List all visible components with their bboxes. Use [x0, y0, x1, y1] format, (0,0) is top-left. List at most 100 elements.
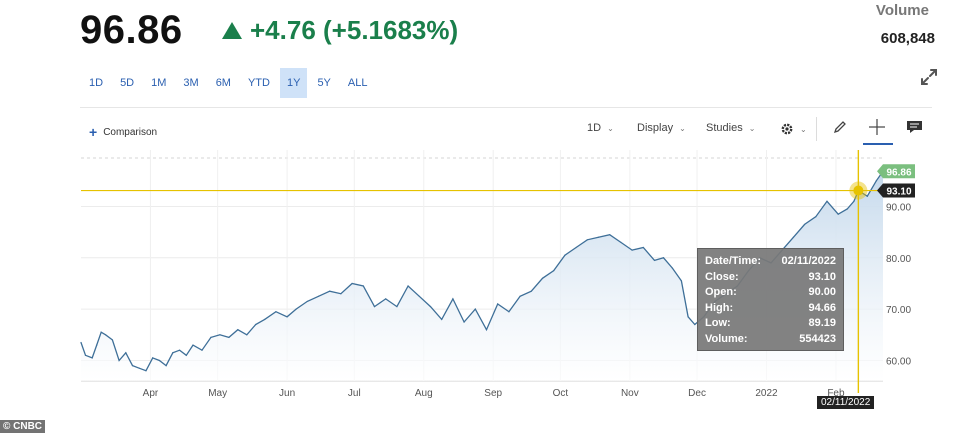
price-point: [317, 295, 320, 297]
price-point: [385, 298, 387, 300]
tooltip-row: Close: 93.10: [705, 270, 836, 286]
settings-button[interactable]: ⌄: [780, 122, 807, 136]
expand-icon[interactable]: [919, 67, 939, 92]
x-tick-label: Jul: [348, 388, 361, 399]
range-1y[interactable]: 1Y: [279, 68, 308, 98]
price-point: [846, 208, 848, 210]
chevron-down-icon: ⌄: [607, 123, 614, 133]
tooltip-row: Volume: 554423: [705, 332, 836, 348]
price-point: [631, 249, 633, 251]
toolbar-separator: [816, 117, 817, 141]
y-tick-label: 70.00: [886, 305, 911, 316]
tooltip-value: 02/11/2022: [781, 255, 836, 267]
price-point: [564, 254, 566, 256]
price-point: [671, 267, 674, 269]
price-point: [165, 365, 167, 367]
price-point: [597, 236, 600, 238]
range-6m[interactable]: 6M: [215, 77, 231, 89]
price-point: [441, 318, 443, 320]
x-tick-label: Sep: [484, 388, 502, 399]
price-point: [201, 349, 203, 351]
studies-dropdown[interactable]: Studies ⌄: [706, 122, 755, 134]
price-point: [530, 290, 532, 292]
price-point: [642, 246, 644, 249]
price-point: [837, 213, 839, 215]
range-5d[interactable]: 5D: [120, 77, 135, 89]
range-all[interactable]: ALL: [347, 77, 368, 89]
price-point: [138, 367, 140, 369]
price-point: [125, 352, 127, 354]
price-point: [145, 370, 147, 372]
price-point: [340, 293, 342, 295]
y-tick-label: 60.00: [886, 356, 911, 367]
price-point: [586, 239, 588, 241]
price-point: [575, 246, 577, 249]
x-tick-label: Jun: [279, 388, 295, 399]
price-point: [91, 357, 93, 359]
price-point: [351, 282, 353, 285]
price-point: [541, 277, 544, 279]
tooltip-value: 89.19: [808, 317, 836, 329]
crosshair-button[interactable]: [868, 118, 886, 136]
range-3m[interactable]: 3M: [183, 77, 199, 89]
price-point: [853, 200, 855, 202]
range-ytd[interactable]: YTD: [247, 77, 270, 89]
display-dropdown[interactable]: Display ⌄: [637, 122, 686, 134]
comparison-label: Comparison: [103, 126, 158, 138]
gear-icon: [781, 123, 793, 135]
tooltip-label: Close:: [705, 270, 739, 283]
price-point: [553, 270, 555, 272]
comment-button[interactable]: [906, 120, 923, 134]
range-1d[interactable]: 1D: [89, 77, 104, 89]
last-value-tag: [877, 164, 915, 179]
price-point: [228, 336, 230, 338]
source-watermark: © CNBC: [0, 420, 46, 433]
price-point: [246, 334, 248, 336]
price-point: [131, 365, 134, 367]
tooltip-label: Volume:: [705, 332, 748, 345]
price-point: [237, 329, 239, 331]
tooltip-label: Date/Time:: [705, 255, 762, 267]
volume-value: 608,848: [880, 30, 935, 47]
price-point: [219, 334, 221, 336]
price-point: [192, 344, 194, 346]
x-tick-label: Dec: [688, 388, 706, 399]
price-point: [255, 323, 257, 326]
cursor-date-tag: 02/11/2022: [817, 396, 875, 409]
price-point: [396, 305, 398, 308]
toolbar-divider: [80, 107, 932, 108]
crosshair-dot: [853, 185, 864, 196]
price-point: [264, 318, 266, 320]
y-tick-label: 80.00: [886, 254, 911, 265]
interval-dropdown[interactable]: 1D ⌄: [587, 122, 614, 134]
studies-label: Studies: [706, 122, 743, 134]
last-value-label: 96.86: [886, 167, 911, 178]
tooltip-label: Low:: [705, 317, 731, 329]
draw-button[interactable]: [832, 119, 848, 135]
range-1m[interactable]: 1M: [151, 77, 167, 89]
tooltip: Date/Time: 02/11/2022 Close: 93.10 Open: 90…: [697, 248, 844, 351]
price-point: [857, 189, 859, 192]
x-tick-label: Apr: [143, 388, 159, 399]
price-point: [362, 285, 364, 287]
range-selector: 1D 5D 1M 3M 6M YTD 1Y 5Y ALL: [82, 68, 377, 98]
price-point: [875, 180, 877, 182]
price-point: [497, 303, 499, 305]
price-point: [210, 336, 212, 338]
price-change-value: +4.76 (+5.1683%): [250, 15, 459, 45]
display-label: Display: [637, 122, 674, 134]
interval-label: 1D: [587, 122, 602, 134]
x-tick-label: May: [208, 388, 227, 399]
chevron-down-icon: ⌄: [800, 124, 807, 134]
chevron-down-icon: ⌄: [748, 123, 756, 133]
price-point: [158, 359, 161, 362]
comparison-button[interactable]: + Comparison: [89, 124, 157, 140]
tooltip-value: 93.10: [808, 270, 836, 283]
price-point: [680, 280, 682, 282]
range-5y[interactable]: 5Y: [317, 77, 331, 89]
price-point: [84, 354, 87, 356]
price-point: [662, 257, 665, 259]
price-point: [803, 223, 806, 226]
price-point: [306, 300, 308, 303]
